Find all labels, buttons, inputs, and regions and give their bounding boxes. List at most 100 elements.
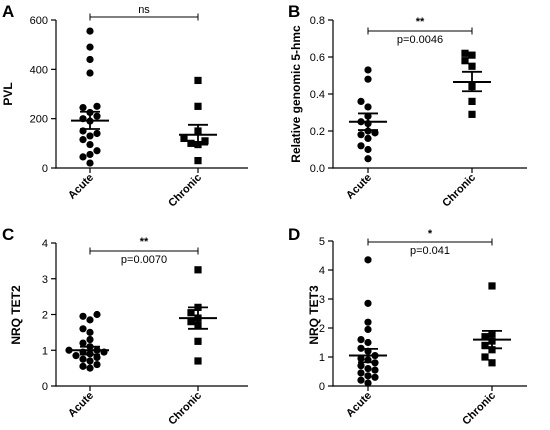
significance-stars: ** [416,16,425,28]
panel-b: B 0.0 0.2 0.4 0.6 0.8 Relative genomic 5-hmc Ac… [288,2,527,210]
data-point-chronic [488,346,496,354]
data-point-acute [79,103,87,112]
data-point-acute [357,131,365,139]
data-point-chronic [187,309,195,317]
data-point-acute [371,373,379,381]
y-tick-label: 0 [42,163,48,175]
panel-letter: B [288,2,300,21]
y-tick-label: 2 [319,323,325,335]
y-tick-label: 2 [42,310,48,322]
data-point-chronic [481,353,489,361]
panel-letter: A [2,2,14,21]
y-axis-title: PVL [1,82,15,105]
data-point-acute [364,155,372,163]
data-point-acute [364,145,372,154]
x-tick-label-acute: Acute [66,390,96,420]
data-point-acute [72,352,80,360]
x-tick-label-acute: Acute [344,172,374,202]
data-point-acute [86,140,94,149]
data-point-chronic [468,51,476,59]
y-tick-label: 0 [42,381,48,393]
data-point-acute [86,364,94,372]
data-point-acute [364,66,372,74]
data-point-acute [65,346,73,354]
data-point-acute [93,310,101,319]
data-point-chronic [194,266,202,274]
data-point-chronic [488,359,496,367]
panel-a: A 0 200 400 600 PVL Acute Chronic ns [1,2,248,210]
significance-stars: * [428,228,433,240]
data-point-chronic [481,333,489,341]
data-point-chronic [488,282,496,290]
y-tick-label: 0 [319,381,325,393]
data-point-acute [86,328,94,336]
data-point-acute [371,129,379,137]
data-point-acute [86,132,94,140]
data-point-acute [364,325,372,334]
data-point-acute [371,366,379,374]
data-point-acute [364,379,372,387]
x-tick-label-chronic: Chronic [166,172,204,210]
y-tick-label: 200 [30,114,48,126]
data-point-acute [93,102,101,110]
y-tick-label: 4 [319,265,325,277]
data-point-chronic [201,137,209,145]
data-point-acute [86,43,94,51]
data-point-chronic [194,157,202,165]
y-tick-label: 3 [42,274,48,286]
y-tick-label: 0.4 [310,89,325,101]
data-point-acute [357,336,365,344]
y-axis-title: Relative genomic 5-hmc [289,25,303,163]
p-value-label: p=0.0070 [121,254,167,266]
y-tick-label: 3 [319,294,325,306]
y-tick-label: 0.0 [310,163,325,175]
data-point-chronic [461,57,469,65]
data-point-chronic [194,337,202,345]
data-point-acute [86,316,94,324]
data-point-acute [79,355,87,363]
data-point-acute [364,103,372,111]
data-point-chronic [187,139,195,147]
y-tick-label: 0.8 [310,15,325,27]
data-point-acute [357,142,365,150]
data-point-acute [364,318,372,326]
data-point-acute [364,372,372,380]
data-point-chronic [468,62,476,70]
data-point-chronic [468,97,476,105]
data-point-acute [364,365,372,373]
x-tick-label-chronic: Chronic [440,172,478,210]
data-point-acute [357,354,365,363]
data-point-chronic [194,76,202,85]
data-point-acute [357,362,365,370]
data-point-acute [79,153,87,161]
data-point-chronic [468,110,476,118]
data-point-acute [79,312,87,320]
panel-letter: C [2,225,14,244]
y-tick-label: 400 [30,64,48,76]
data-point-acute [357,376,365,384]
data-point-acute [86,69,94,77]
y-tick-label: 0.6 [310,52,325,64]
data-point-acute [364,299,372,307]
data-point-acute [93,353,101,361]
p-value-label: p=0.041 [410,245,450,257]
data-point-acute [79,339,87,347]
significance-label: ns [138,4,150,16]
data-point-acute [79,362,87,370]
panel-d: D 0 1 2 3 4 5 NRQ TET3 Acute Chronic * p=0.041 [288,225,527,428]
data-point-acute [364,134,372,142]
data-point-chronic [481,341,489,349]
data-point-chronic [187,318,195,326]
y-axis-title: NRQ TET3 [307,285,321,345]
data-point-acute [357,97,365,105]
data-point-acute [86,150,94,159]
data-point-chronic [180,134,188,142]
data-point-acute [86,159,94,167]
data-point-chronic [461,49,469,57]
panel-letter: D [288,225,300,244]
data-point-acute [93,147,101,155]
x-tick-label-acute: Acute [344,390,374,420]
data-point-acute [86,55,94,64]
y-tick-label: 4 [42,238,48,250]
y-tick-label: 1 [319,352,325,364]
